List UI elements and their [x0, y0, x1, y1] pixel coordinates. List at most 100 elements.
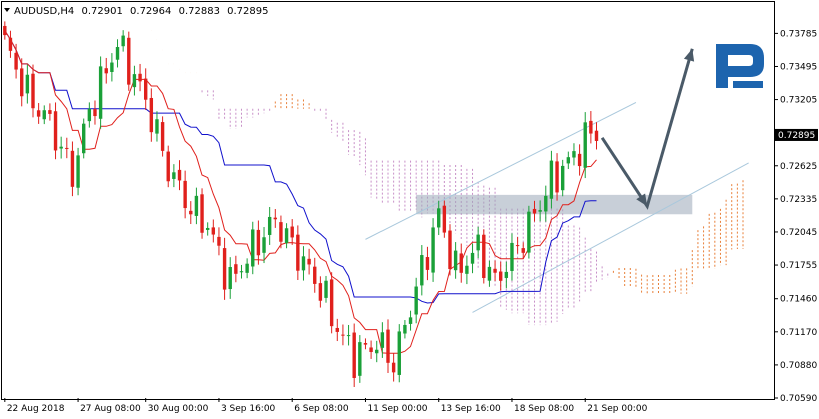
candle-body: [14, 52, 18, 70]
candle-body: [301, 256, 306, 271]
candle-body: [572, 151, 576, 158]
symbol-dropdown-icon[interactable]: [4, 8, 10, 12]
candle: [301, 246, 306, 281]
candle: [465, 255, 469, 285]
candle: [420, 245, 424, 296]
candle-body: [544, 195, 548, 212]
candle: [577, 144, 582, 176]
candle-body: [70, 150, 75, 187]
open-value: 0.72901: [81, 6, 122, 17]
candle-body: [391, 362, 396, 373]
candle-body: [172, 172, 176, 179]
candle-body: [313, 266, 317, 284]
candle-body: [329, 279, 334, 327]
candle-body: [87, 108, 92, 122]
candle-body: [20, 68, 24, 97]
candle-body: [234, 264, 238, 274]
price-tick-label: 0.71460: [780, 295, 817, 305]
candle: [172, 164, 176, 188]
candle: [234, 255, 238, 283]
candle: [442, 200, 447, 238]
candle: [482, 229, 486, 284]
candle-body: [205, 227, 210, 230]
time-tick-label: 21 Sep 00:00: [587, 404, 647, 414]
candle-body: [48, 110, 52, 114]
candlesticks: [3, 21, 599, 387]
candle: [104, 57, 108, 84]
candle: [189, 201, 193, 225]
candle-body: [493, 268, 497, 273]
candle-body: [352, 332, 356, 378]
candle-body: [499, 271, 503, 281]
candle-body: [521, 248, 525, 253]
candle: [538, 200, 542, 222]
candle: [3, 21, 7, 40]
candle: [544, 185, 548, 222]
candle-body: [560, 165, 565, 191]
candle: [121, 30, 125, 52]
candle: [408, 310, 413, 331]
candle-body: [589, 120, 593, 134]
candle: [228, 257, 232, 299]
candle-body: [358, 342, 362, 376]
price-tick-label: 0.70590: [780, 394, 817, 404]
arrowhead-icon: [683, 48, 695, 62]
candle: [453, 242, 458, 279]
candle: [143, 68, 148, 110]
candle: [25, 64, 30, 104]
candle: [262, 227, 266, 264]
candle: [290, 219, 294, 245]
candle-body: [363, 343, 368, 345]
candle-body: [307, 258, 311, 265]
candle-body: [324, 280, 328, 298]
candle-body: [465, 265, 469, 274]
price-tick-label: 0.71755: [780, 261, 817, 271]
candle-body: [538, 210, 542, 212]
arrowhead-icon: [636, 193, 648, 207]
candle-body: [160, 122, 165, 151]
candle: [70, 141, 75, 197]
candle: [307, 248, 311, 275]
candle: [341, 324, 345, 346]
candle-body: [346, 335, 351, 337]
candle: [296, 225, 300, 280]
candle-body: [577, 153, 582, 167]
candle: [279, 215, 283, 249]
candle-body: [341, 334, 345, 336]
candle: [414, 277, 418, 324]
candle: [110, 53, 114, 82]
close-value: 0.72895: [227, 6, 268, 17]
candle-body: [25, 74, 30, 94]
candle-body: [155, 119, 159, 134]
candle-body: [76, 155, 80, 188]
time-tick-label: 27 Aug 08:00: [80, 404, 141, 414]
candle-body: [375, 349, 379, 354]
roboforex-r-logo: [716, 44, 764, 88]
price-tick-label: 0.72045: [780, 228, 817, 238]
candle-body: [166, 151, 170, 182]
candle-body: [121, 35, 125, 47]
candle-body: [200, 194, 204, 233]
candle-body: [115, 47, 120, 60]
candle-body: [487, 266, 492, 281]
candle: [369, 340, 373, 359]
candle-body: [453, 250, 458, 271]
kijun-sen-line: [4, 30, 597, 304]
candle: [53, 102, 58, 160]
candle-body: [267, 216, 272, 235]
candle: [20, 58, 24, 107]
candle: [329, 272, 334, 334]
candle: [532, 200, 537, 222]
time-tick-label: 6 Sep 08:00: [294, 404, 349, 414]
candle: [183, 170, 187, 219]
price-tick-label: 0.70880: [780, 361, 817, 371]
candle: [527, 205, 531, 259]
time-tick-label: 22 Aug 2018: [7, 404, 65, 414]
candle-body: [110, 62, 114, 72]
candle: [42, 105, 46, 125]
price-tick-label: 0.72335: [780, 195, 817, 205]
candle: [470, 243, 475, 274]
candle-body: [53, 111, 58, 151]
candle: [425, 246, 430, 281]
